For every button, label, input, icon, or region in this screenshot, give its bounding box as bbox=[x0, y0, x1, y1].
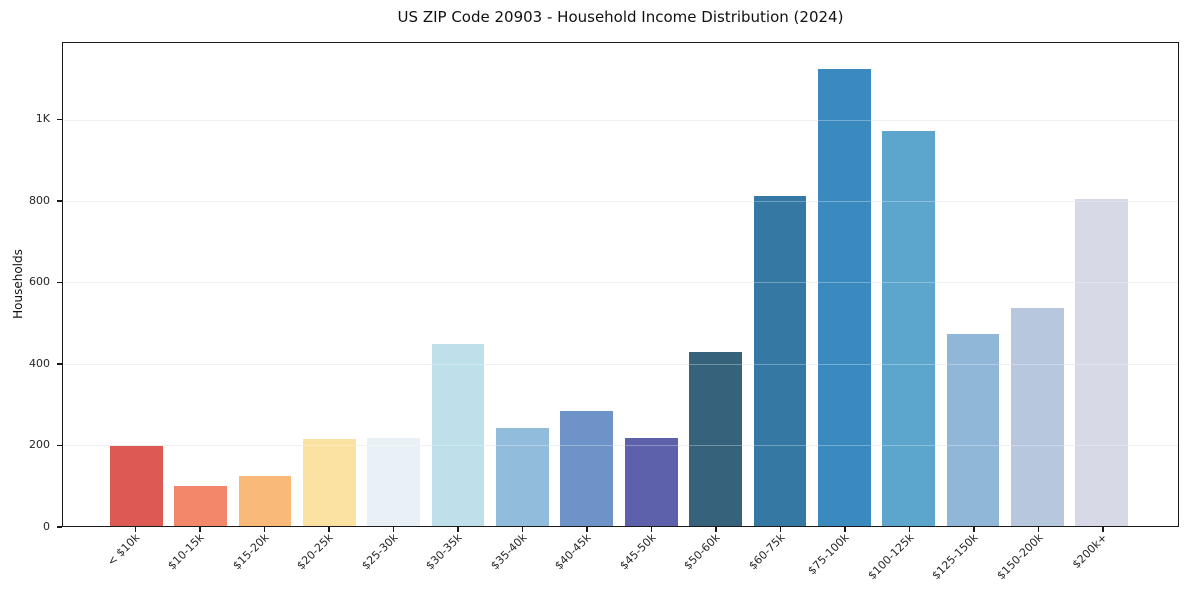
x-tick-mark bbox=[650, 527, 652, 532]
bar bbox=[946, 334, 1000, 526]
bar-slot bbox=[877, 43, 941, 526]
bar bbox=[238, 475, 292, 526]
bar-slot bbox=[619, 43, 683, 526]
y-tick-mark bbox=[57, 526, 62, 528]
x-tick-mark bbox=[263, 527, 265, 532]
x-tick-label-text: $40-45k bbox=[552, 531, 594, 573]
x-tick-label-text: < $10k bbox=[104, 531, 143, 569]
bar bbox=[689, 351, 742, 526]
x-tick-label-text: $100-125k bbox=[865, 531, 917, 583]
bar-slot bbox=[490, 43, 554, 526]
bar-slot bbox=[104, 43, 168, 526]
bar-slot bbox=[812, 43, 876, 526]
x-tick-mark bbox=[908, 527, 910, 532]
gridline bbox=[63, 444, 1178, 446]
y-tick-label: 200 bbox=[29, 438, 50, 452]
x-tick-mark bbox=[134, 527, 136, 532]
x-tick-label-text: $150-200k bbox=[994, 531, 1046, 583]
bar-slot bbox=[233, 43, 297, 526]
bar-slot bbox=[683, 43, 747, 526]
bar-slot bbox=[297, 43, 361, 526]
bar-slot bbox=[362, 43, 426, 526]
x-tick-label-text: $20-25k bbox=[294, 531, 336, 573]
bar-slot bbox=[1070, 43, 1134, 526]
y-tick-mark bbox=[57, 200, 62, 202]
y-tick-mark bbox=[57, 118, 62, 121]
gridline bbox=[63, 363, 1178, 365]
x-tick-mark bbox=[1102, 527, 1104, 532]
gridline bbox=[63, 282, 1178, 284]
x-tick-label-text: $15-20k bbox=[230, 531, 272, 573]
gridline-overlay bbox=[63, 282, 1178, 284]
gridline-overlay bbox=[63, 444, 1178, 446]
bar bbox=[496, 427, 549, 526]
x-tick-label-text: $30-35k bbox=[423, 531, 465, 573]
gridline-overlay bbox=[63, 363, 1178, 365]
bar-slot bbox=[1005, 43, 1069, 526]
x-tick-mark bbox=[521, 527, 523, 532]
x-tick-mark bbox=[844, 527, 846, 532]
x-tick-label-text: $35-40k bbox=[488, 531, 530, 573]
bar-slot bbox=[426, 43, 490, 526]
bar bbox=[109, 446, 163, 526]
bar bbox=[367, 438, 421, 526]
x-tick-mark bbox=[1037, 527, 1039, 532]
chart-title: US ZIP Code 20903 - Household Income Dis… bbox=[397, 8, 844, 26]
gridline bbox=[63, 201, 1178, 203]
bar bbox=[753, 196, 807, 526]
x-tick-label-text: $75-100k bbox=[805, 531, 852, 578]
x-tick-label-text: $200k+ bbox=[1069, 531, 1110, 572]
x-tick-mark bbox=[392, 527, 394, 532]
bar bbox=[882, 131, 936, 526]
x-tick-label-text: $50-60k bbox=[681, 531, 723, 573]
x-tick-mark bbox=[715, 527, 717, 532]
bar bbox=[302, 438, 356, 526]
x-tick-label-text: $45-50k bbox=[617, 531, 659, 573]
y-tick-label: 400 bbox=[29, 356, 50, 370]
bar bbox=[1075, 199, 1129, 526]
x-tick-label-text: $10-15k bbox=[165, 531, 207, 573]
x-tick-mark bbox=[199, 527, 201, 532]
bar-slot bbox=[555, 43, 619, 526]
x-tick-mark bbox=[973, 527, 975, 532]
bar bbox=[174, 486, 227, 526]
bar-slot bbox=[748, 43, 812, 526]
gridline-overlay bbox=[63, 201, 1178, 203]
y-tick-label: 600 bbox=[29, 275, 50, 289]
x-tick-mark bbox=[328, 527, 330, 532]
y-tick-label: 800 bbox=[29, 193, 50, 207]
gridline-overlay bbox=[63, 120, 1178, 122]
bar bbox=[624, 437, 678, 526]
y-tick-label: 1K bbox=[35, 112, 50, 126]
bar-slot bbox=[168, 43, 232, 526]
y-tick-mark bbox=[57, 281, 62, 284]
x-tick-label-text: $125-150k bbox=[929, 531, 981, 583]
x-tick-label-text: $60-75k bbox=[746, 531, 788, 573]
plot-area bbox=[62, 42, 1179, 527]
bar bbox=[431, 344, 485, 526]
bar bbox=[1011, 307, 1064, 526]
y-tick-mark bbox=[57, 444, 62, 447]
x-tick-mark bbox=[457, 527, 459, 532]
bar bbox=[817, 68, 871, 526]
x-tick-label-text: $25-30k bbox=[359, 531, 401, 573]
y-tick-mark bbox=[57, 363, 62, 365]
x-tick-mark bbox=[586, 527, 588, 532]
y-tick-label: 0 bbox=[43, 520, 50, 533]
bar-slot bbox=[941, 43, 1005, 526]
x-tick-mark bbox=[779, 527, 781, 532]
bars-container bbox=[63, 43, 1178, 526]
gridline bbox=[63, 120, 1178, 122]
bar bbox=[560, 410, 614, 526]
